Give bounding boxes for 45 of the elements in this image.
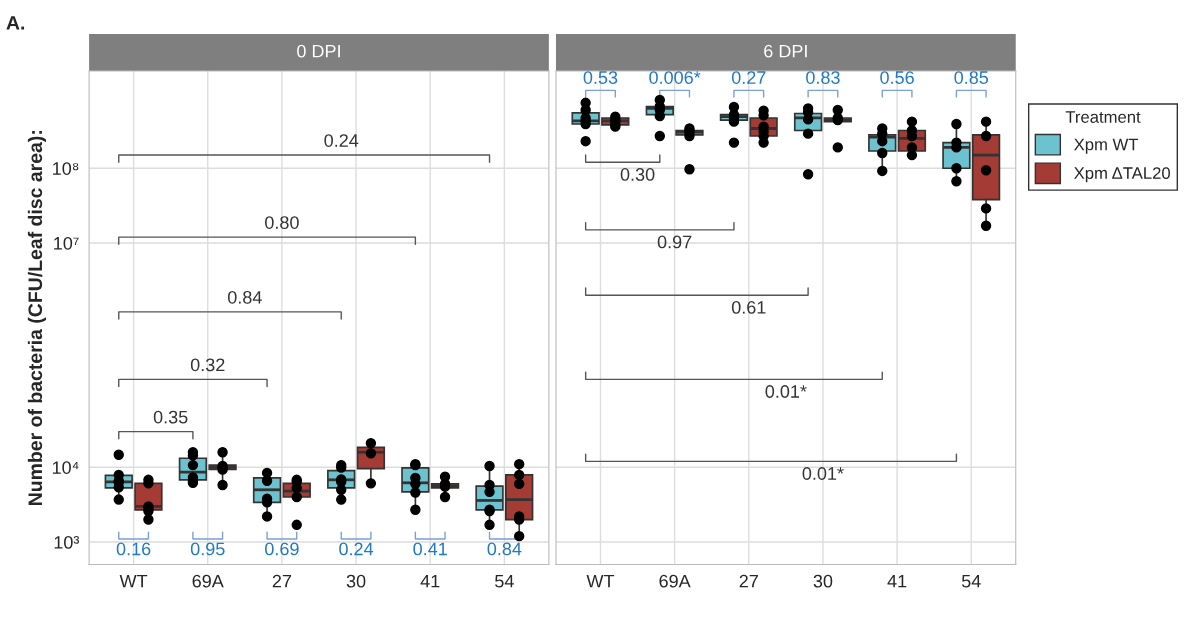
annotation: 0.69 [265, 542, 299, 556]
legend-label: Xpm WT [1074, 138, 1139, 154]
y-tick-label: 10⁸ [53, 162, 79, 175]
text: A. [6, 16, 25, 30]
annotation: 0.41 [413, 542, 447, 556]
legend-title: Treatment [1065, 111, 1141, 123]
annotation: 0.30 [620, 168, 655, 181]
annotation: 0.27 [731, 71, 766, 84]
y-tick-label: 10³ [54, 535, 80, 549]
x-tick-label: 41 [887, 574, 907, 588]
annotation: 0.84 [487, 542, 522, 556]
chart-title: 6 DPI [764, 44, 807, 58]
annotation: 0.01* [802, 467, 844, 480]
y-axis-title: Number of bacteria (CFU/Leaf disc area): [27, 131, 46, 505]
annotation: 0.95 [190, 542, 225, 556]
annotation: 0.01* [765, 385, 807, 398]
legend-label: Xpm ΔTAL20 [1074, 167, 1171, 183]
annotation: 0.006* [649, 71, 701, 84]
chart-title: 0 DPI [297, 44, 340, 58]
x-tick-label: 69A [659, 574, 691, 588]
annotation: 0.53 [583, 71, 618, 84]
x-tick-label: 27 [272, 574, 292, 588]
x-tick-label: 54 [961, 574, 981, 588]
x-tick-label: 30 [813, 574, 833, 588]
x-tick-label: 41 [420, 574, 440, 588]
annotation: 0.84 [227, 290, 262, 304]
x-tick-label: 27 [739, 574, 758, 588]
annotation: 0.97 [657, 235, 692, 249]
y-tick-label: 10⁷ [54, 236, 79, 250]
x-tick-label: 69A [192, 574, 224, 588]
annotation: 0.35 [153, 410, 188, 424]
annotation: 0.85 [954, 71, 989, 84]
x-tick-label: 54 [495, 574, 514, 588]
annotation: 0.32 [190, 358, 225, 372]
x-tick-label: 30 [346, 574, 366, 588]
annotation: 0.24 [339, 542, 374, 556]
annotation: 0.83 [806, 71, 840, 84]
annotation: 0.24 [324, 134, 359, 147]
x-tick-label: WT [119, 574, 148, 588]
annotation: 0.16 [116, 542, 151, 556]
annotation: 0.61 [731, 301, 766, 314]
annotation: 0.56 [880, 71, 914, 84]
x-tick-label: WT [586, 574, 615, 588]
y-tick-label: 10⁴ [52, 461, 79, 474]
annotation: 0.80 [265, 216, 299, 229]
